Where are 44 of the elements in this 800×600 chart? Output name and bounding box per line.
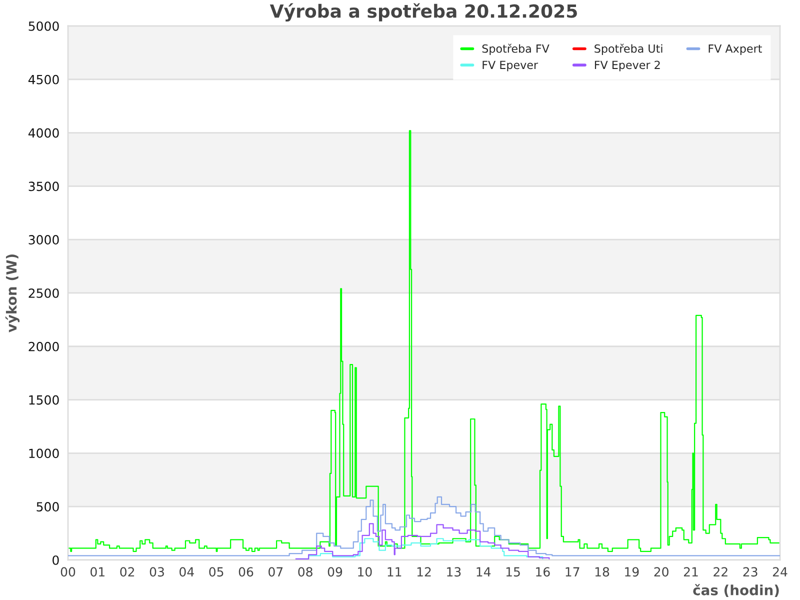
y-tick-label: 0 [52, 555, 59, 565]
x-tick-label: 00 [60, 567, 76, 577]
x-tick-label: 17 [566, 567, 580, 576]
y-tick-label: 2500 [28, 288, 59, 298]
x-axis-title: čas (hodin) [693, 584, 779, 597]
x-tick-label: 05 [209, 567, 224, 577]
x-tick-label: 24 [772, 567, 788, 576]
x-tick-label: 16 [536, 567, 550, 577]
x-tick-label: 02 [120, 567, 134, 577]
y-tick-label: 4500 [28, 74, 59, 84]
x-tick-label: 22 [714, 567, 728, 576]
x-tick-label: 18 [595, 567, 610, 577]
legend-label: FV Axpert [708, 44, 762, 55]
x-tick-label: 06 [238, 567, 254, 577]
y-tick-label: 4000 [28, 128, 59, 138]
legend-label: FV Epever 2 [594, 60, 660, 72]
legend-label: Spotřeba Uti [594, 44, 662, 55]
y-tick-label: 3000 [28, 235, 59, 245]
y-tick-label: 3500 [28, 182, 59, 192]
x-tick-label: 11 [388, 567, 402, 576]
x-tick-label: 04 [180, 567, 194, 577]
x-tick-label: 23 [743, 567, 758, 577]
x-tick-label: 01 [90, 567, 104, 577]
x-tick-label: 15 [506, 567, 520, 577]
x-tick-label: 08 [298, 567, 312, 577]
x-tick-label: 12 [417, 567, 431, 576]
x-tick-label: 19 [625, 567, 639, 577]
y-tick-label: 5000 [28, 21, 59, 31]
x-tick-label: 09 [328, 567, 342, 577]
y-tick-label: 500 [36, 502, 59, 512]
y-tick-label: 2000 [28, 342, 59, 352]
x-tick-label: 03 [150, 567, 164, 577]
x-tick-label: 07 [268, 567, 283, 577]
x-tick-label: 21 [684, 567, 698, 576]
legend-label: FV Epever [482, 60, 538, 72]
x-tick-label: 10 [358, 567, 372, 577]
y-tick-label: 1500 [29, 395, 59, 405]
x-tick-label: 14 [476, 567, 491, 576]
chart-title: Výroba a spotřeba 20.12.2025 [270, 3, 577, 22]
y-axis-title: výkon (W) [5, 254, 20, 332]
x-tick-label: 13 [447, 567, 461, 577]
y-tick-label: 1000 [29, 448, 59, 458]
legend-label: Spotřeba FV [482, 44, 550, 55]
x-tick-label: 20 [654, 567, 668, 577]
